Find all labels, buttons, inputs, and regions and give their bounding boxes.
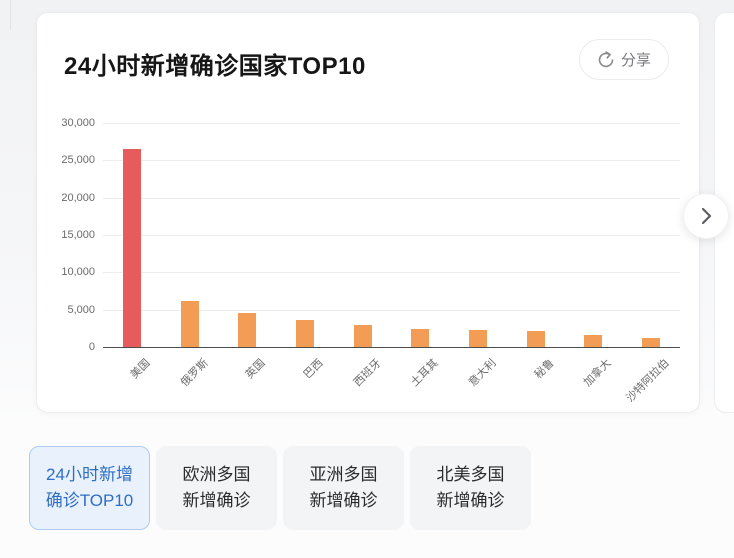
- x-axis-labels: 美国 俄罗斯 英国 巴西 西班牙 土耳其 意大利 秘鲁 加拿大 沙特阿拉伯: [103, 354, 680, 412]
- tab-asia-new[interactable]: 亚洲多国 新增确诊: [283, 446, 404, 530]
- y-tick-label: 10,000: [61, 266, 95, 278]
- bar: [123, 149, 141, 347]
- share-button[interactable]: 分享: [578, 39, 669, 80]
- y-axis-labels: 0 5,000 10,000 15,000 20,000 25,000 30,000: [37, 117, 95, 353]
- chart-card: 24小时新增确诊国家TOP10 分享 0 5,000 10,000 15,000 20,…: [36, 12, 700, 413]
- x-tick-label: 沙特阿拉伯: [624, 357, 672, 405]
- y-tick-label: 0: [88, 341, 95, 353]
- gridline: [103, 235, 680, 236]
- bar: [411, 329, 429, 347]
- y-tick-label: 15,000: [61, 229, 95, 241]
- carousel-next-button[interactable]: [683, 193, 729, 239]
- share-icon: [597, 50, 615, 69]
- gridline: [103, 123, 680, 124]
- x-tick-wrap: 沙特阿拉伯: [565, 354, 671, 404]
- gridline: [103, 310, 680, 311]
- tab-north-america-new[interactable]: 北美多国 新增确诊: [410, 446, 531, 530]
- gridline: [103, 160, 680, 161]
- bar: [238, 313, 256, 347]
- y-tick-label: 20,000: [61, 192, 95, 204]
- bar: [527, 331, 545, 347]
- page-title: 24小时新增确诊国家TOP10: [64, 53, 366, 80]
- plot-area: [103, 123, 680, 348]
- y-tick-label: 5,000: [67, 304, 95, 316]
- bar: [642, 338, 660, 347]
- tab-europe-new[interactable]: 欧洲多国 新增确诊: [156, 446, 277, 530]
- bar: [354, 325, 372, 347]
- gridline: [103, 198, 680, 199]
- chevron-right-icon: [696, 205, 716, 227]
- carousel-region: 24小时新增确诊国家TOP10 分享 0 5,000 10,000 15,000 20,…: [0, 0, 734, 430]
- share-label: 分享: [620, 52, 651, 69]
- y-tick-label: 30,000: [61, 117, 95, 129]
- bar: [584, 335, 602, 347]
- gridline: [103, 272, 680, 273]
- bar: [181, 301, 199, 347]
- bar: [469, 330, 487, 347]
- y-tick-label: 25,000: [61, 154, 95, 166]
- bar: [296, 320, 314, 347]
- tab-bar: 24小时新增 确诊TOP10 欧洲多国 新增确诊 亚洲多国 新增确诊 北美多国 新增确…: [29, 446, 531, 530]
- tab-24h-new-top10[interactable]: 24小时新增 确诊TOP10: [29, 446, 150, 530]
- prev-card-edge: [10, 0, 11, 30]
